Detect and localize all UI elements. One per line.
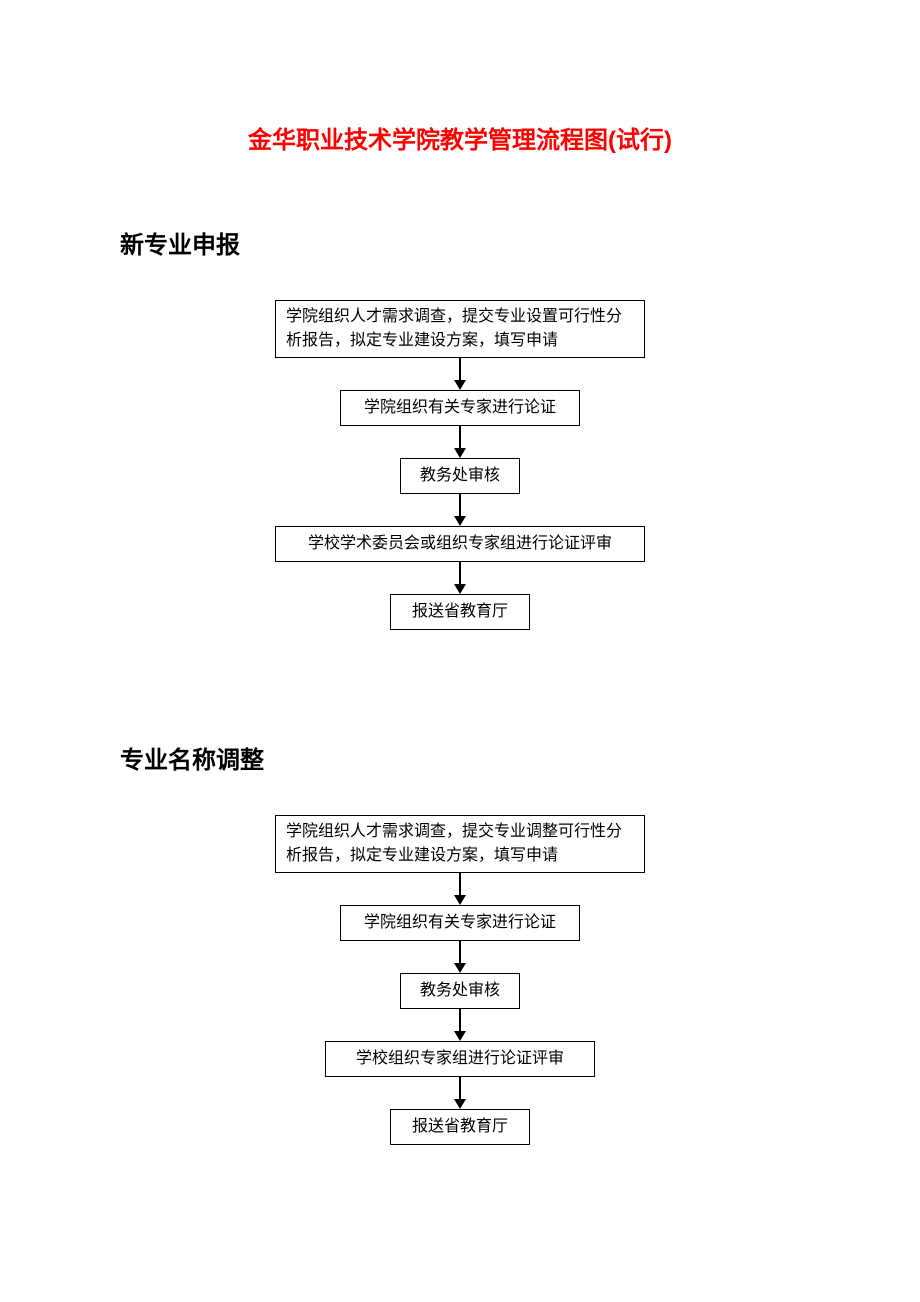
flow2-node1: 学院组织人才需求调查，提交专业调整可行性分析报告，拟定专业建设方案，填写申请 [275, 815, 645, 873]
section-rename-major: 专业名称调整 学院组织人才需求调查，提交专业调整可行性分析报告，拟定专业建设方案… [0, 740, 920, 1145]
section-new-major: 新专业申报 学院组织人才需求调查，提交专业设置可行性分析报告，拟定专业建设方案，… [0, 225, 920, 630]
flow2-arrow2 [454, 941, 466, 973]
flow1-node5: 报送省教育厅 [390, 594, 530, 630]
flow2-arrow4 [454, 1077, 466, 1109]
section2-heading: 专业名称调整 [120, 740, 920, 775]
flow1-arrow3 [454, 494, 466, 526]
flowchart-1: 学院组织人才需求调查，提交专业设置可行性分析报告，拟定专业建设方案，填写申请 学… [0, 300, 920, 630]
section1-heading: 新专业申报 [120, 225, 920, 260]
flow1-node4: 学校学术委员会或组织专家组进行论证评审 [275, 526, 645, 562]
page-title: 金华职业技术学院教学管理流程图(试行) [0, 0, 920, 155]
flow1-node1: 学院组织人才需求调查，提交专业设置可行性分析报告，拟定专业建设方案，填写申请 [275, 300, 645, 358]
flow1-node2: 学院组织有关专家进行论证 [340, 390, 580, 426]
flow2-node5: 报送省教育厅 [390, 1109, 530, 1145]
flow1-arrow2 [454, 426, 466, 458]
flow2-arrow3 [454, 1009, 466, 1041]
flow1-node3: 教务处审核 [400, 458, 520, 494]
flow1-arrow1 [454, 358, 466, 390]
flow1-arrow4 [454, 562, 466, 594]
flow2-node4: 学校组织专家组进行论证评审 [325, 1041, 595, 1077]
flow2-node3: 教务处审核 [400, 973, 520, 1009]
flow2-node2: 学院组织有关专家进行论证 [340, 905, 580, 941]
flow2-arrow1 [454, 873, 466, 905]
flowchart-2: 学院组织人才需求调查，提交专业调整可行性分析报告，拟定专业建设方案，填写申请 学… [0, 815, 920, 1145]
